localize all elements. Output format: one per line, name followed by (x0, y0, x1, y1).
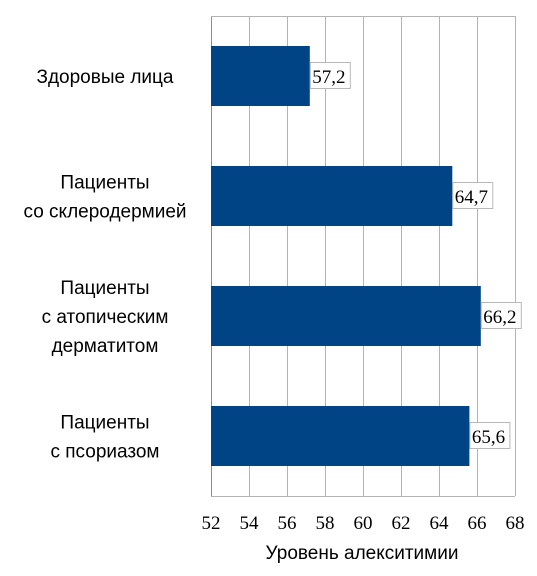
category-label-line: дерматитом (52, 336, 159, 357)
x-tick-label: 58 (316, 513, 335, 534)
category-label-line: Пациенты (60, 173, 149, 194)
category-label: Пациенты с псориазом (50, 413, 159, 463)
data-label: 64,7 (452, 182, 494, 209)
x-tick-label: 52 (202, 513, 221, 534)
bar (211, 286, 481, 346)
data-label-box (469, 422, 511, 449)
data-label-box (309, 62, 351, 89)
x-tick-label: 66 (468, 513, 487, 534)
bars (211, 46, 481, 466)
category-label: Здоровые лица (36, 67, 173, 88)
category-label: Пациенты с атопическим дерматитом (42, 278, 169, 357)
category-label-line: Пациенты (60, 278, 149, 299)
data-label-text: 64,7 (455, 187, 488, 208)
data-label-box (452, 182, 494, 209)
bar (211, 406, 470, 466)
x-tick-label: 54 (240, 513, 260, 534)
bar (211, 46, 310, 106)
x-tick-label: 62 (392, 513, 411, 534)
data-label-text: 65,6 (472, 427, 505, 448)
x-tick-label: 64 (430, 513, 450, 534)
data-label-text: 66,2 (483, 307, 516, 328)
category-label-line: с атопическим (42, 307, 169, 328)
data-label: 57,2 (309, 62, 351, 89)
x-tick-label: 56 (278, 513, 297, 534)
data-label-box (480, 302, 522, 329)
data-label: 66,2 (480, 302, 522, 329)
bar (211, 166, 453, 226)
x-tick-label: 68 (506, 513, 525, 534)
category-label-line: с псориазом (50, 442, 159, 463)
x-tick-labels: 52 54 56 58 60 62 64 66 68 (202, 513, 525, 534)
category-label: Пациенты со склеродермией (23, 173, 186, 223)
x-tick-label: 60 (354, 513, 373, 534)
category-label-line: Здоровые лица (36, 67, 173, 88)
data-labels: 57,2 64,7 66,2 65,6 (309, 62, 522, 449)
data-label-text: 57,2 (312, 67, 345, 88)
category-label-line: со склеродермией (23, 202, 186, 223)
data-label: 65,6 (469, 422, 511, 449)
category-label-line: Пациенты (60, 413, 149, 434)
x-axis-title: Уровень алекситимии (266, 543, 459, 564)
